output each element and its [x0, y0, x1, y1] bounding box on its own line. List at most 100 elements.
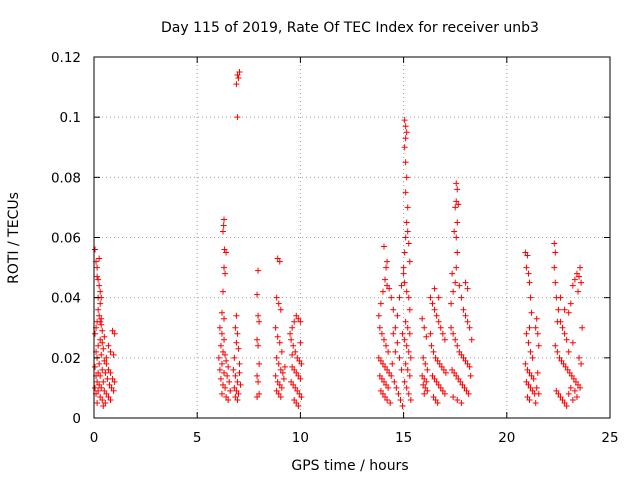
data-point — [97, 336, 104, 343]
data-point — [104, 375, 111, 382]
data-point — [434, 399, 441, 406]
data-point — [98, 384, 105, 391]
data-point — [111, 330, 118, 337]
data-point — [568, 372, 575, 379]
data-point — [524, 393, 531, 400]
data-point — [382, 276, 389, 283]
data-point — [462, 312, 469, 319]
data-point — [402, 159, 409, 166]
data-point — [578, 279, 585, 286]
data-point — [522, 360, 529, 367]
data-point — [433, 378, 440, 385]
data-point — [403, 288, 410, 295]
data-point — [107, 348, 114, 355]
data-point — [393, 384, 400, 391]
data-point — [291, 366, 298, 373]
data-point — [236, 69, 243, 76]
data-point — [552, 342, 559, 349]
data-point — [454, 342, 461, 349]
data-point — [436, 360, 443, 367]
data-point — [218, 309, 225, 316]
data-point — [561, 306, 568, 313]
data-point — [99, 366, 106, 373]
data-point — [437, 324, 444, 331]
data-point — [99, 396, 106, 403]
data-point — [404, 204, 411, 211]
data-point — [388, 294, 395, 301]
data-point — [396, 354, 403, 361]
data-point — [577, 264, 584, 271]
data-point — [403, 384, 410, 391]
data-point — [458, 399, 465, 406]
data-point — [391, 378, 398, 385]
data-point — [234, 114, 241, 121]
data-point — [439, 387, 446, 394]
data-point — [96, 381, 103, 388]
data-point — [220, 381, 226, 388]
data-point — [421, 324, 428, 331]
data-point — [277, 306, 284, 313]
data-point — [533, 384, 540, 391]
data-point — [527, 384, 534, 391]
data-point — [92, 246, 99, 253]
data-point — [276, 258, 283, 265]
data-point — [460, 354, 467, 361]
data-point — [95, 276, 102, 283]
data-point — [404, 228, 411, 235]
data-point — [95, 387, 102, 394]
data-point — [103, 360, 110, 367]
data-point — [385, 348, 392, 355]
data-point — [405, 390, 412, 397]
data-point — [441, 336, 448, 343]
data-point — [406, 330, 413, 337]
data-point — [427, 294, 434, 301]
data-point — [99, 339, 106, 346]
data-point — [456, 348, 463, 355]
data-point — [421, 390, 428, 397]
data-point — [232, 393, 239, 400]
data-point — [281, 363, 288, 370]
data-point — [109, 375, 116, 382]
data-point — [379, 288, 386, 295]
data-point — [275, 390, 282, 397]
data-point — [96, 282, 103, 289]
data-point — [432, 396, 439, 403]
data-point — [100, 378, 107, 385]
data-point — [291, 396, 298, 403]
data-point — [376, 372, 383, 379]
x-axis-ticks: 0 5 10 15 20 25 — [90, 57, 619, 446]
data-point — [108, 384, 115, 391]
data-point — [421, 375, 428, 382]
data-point — [223, 393, 230, 400]
data-point — [103, 354, 110, 361]
data-point — [400, 270, 407, 277]
data-point — [551, 264, 558, 271]
data-point — [528, 309, 535, 316]
data-point — [276, 339, 283, 346]
data-point — [441, 390, 448, 397]
x-tick-label: 10 — [292, 430, 309, 446]
data-point — [233, 339, 240, 346]
data-point — [402, 189, 409, 196]
data-point — [110, 351, 117, 358]
data-point — [527, 348, 534, 355]
data-point — [293, 399, 300, 406]
data-point — [380, 378, 387, 385]
data-point — [464, 360, 471, 367]
data-point — [99, 327, 106, 334]
data-point — [230, 366, 237, 373]
data-point — [220, 288, 226, 295]
data-point — [383, 381, 390, 388]
data-point — [255, 312, 262, 319]
data-point — [451, 228, 458, 235]
data-point — [420, 381, 427, 388]
data-point — [378, 375, 385, 382]
data-point — [442, 369, 449, 376]
data-point — [573, 270, 580, 277]
data-point — [101, 333, 108, 340]
data-point — [273, 354, 280, 361]
data-point — [562, 363, 569, 370]
data-point — [232, 372, 239, 379]
x-axis-title: GPS time / hours — [291, 458, 408, 474]
data-point — [292, 384, 299, 391]
